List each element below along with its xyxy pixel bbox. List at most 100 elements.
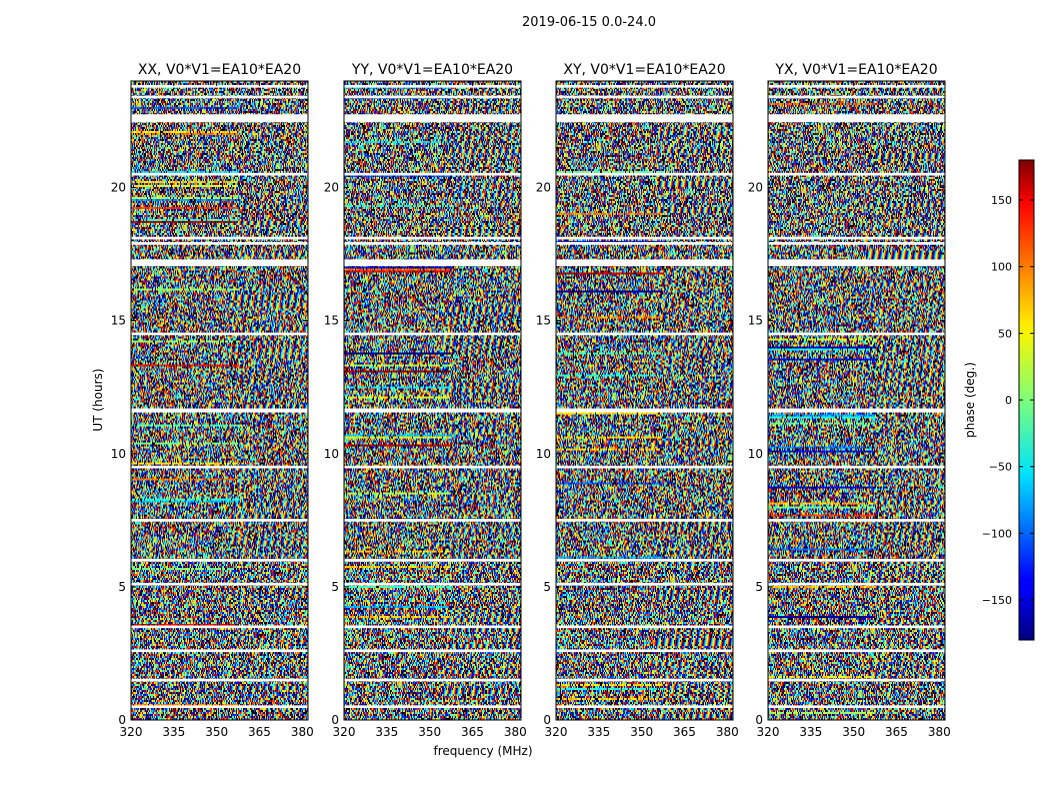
data-gap	[768, 408, 945, 413]
y-axis-label: UT (hours)	[91, 368, 105, 431]
phase-heatmap	[768, 81, 945, 720]
data-gap	[344, 518, 521, 522]
y-tick-label: 10	[536, 447, 551, 461]
x-tick-label: 320	[120, 725, 143, 739]
data-gap	[768, 242, 945, 245]
panel-title: XY, V0*V1=EA10*EA20	[563, 62, 725, 78]
data-gap	[344, 582, 521, 586]
y-tick-label: 5	[755, 580, 763, 594]
data-gap	[344, 95, 521, 99]
data-gap	[768, 236, 945, 240]
figure-suptitle: 2019-06-15 0.0-24.0	[522, 15, 656, 30]
data-gap	[556, 678, 733, 682]
colorbar-tick-label: −100	[982, 527, 1012, 540]
x-tick-label: 335	[375, 725, 398, 739]
data-gap	[131, 332, 308, 336]
data-gap	[344, 172, 521, 176]
colorbar-ticks: 150 100 50 0 −50 −100 −150	[982, 194, 1034, 607]
y-tick-label: 20	[111, 181, 126, 195]
x-tick-label: 380	[928, 725, 951, 739]
data-gap	[768, 518, 945, 522]
x-tick-label: 350	[842, 725, 865, 739]
data-gap	[556, 332, 733, 336]
y-tick-label: 10	[111, 447, 126, 461]
data-gap	[131, 518, 308, 522]
y-tick-label: 5	[118, 580, 126, 594]
data-gap	[344, 408, 521, 413]
data-gap	[344, 649, 521, 653]
panel-title: YX, V0*V1=EA10*EA20	[774, 62, 937, 78]
data-gap	[131, 649, 308, 653]
data-gap	[556, 518, 733, 522]
y-tick-label: 15	[536, 314, 551, 328]
data-gap	[131, 95, 308, 99]
data-gap	[344, 558, 521, 562]
x-tick-label: 380	[716, 725, 739, 739]
data-gap	[768, 582, 945, 586]
phase-heatmap	[556, 81, 733, 720]
axes-frame	[130, 80, 309, 721]
data-gap	[131, 408, 308, 413]
phase-heatmap	[344, 81, 521, 720]
colorbar-label: phase (deg.)	[963, 362, 977, 438]
y-tick-label: 5	[543, 580, 551, 594]
y-tick-label: 0	[755, 713, 763, 727]
data-gap	[344, 259, 521, 267]
data-gap	[131, 678, 308, 682]
data-gap	[768, 678, 945, 682]
data-gap	[556, 242, 733, 245]
colorbar-tick-label: 100	[991, 261, 1012, 274]
data-gap	[556, 465, 733, 469]
axes-frame	[343, 80, 522, 721]
y-tick-label: 0	[543, 713, 551, 727]
x-tick-label: 350	[630, 725, 653, 739]
data-gap	[131, 465, 308, 469]
data-gap	[768, 705, 945, 709]
panels: XX, V0*V1=EA10*EA20 320 335 350 365 380 0 5 10 15…	[111, 62, 951, 739]
data-gap	[556, 705, 733, 709]
data-gap	[344, 705, 521, 709]
colorbar-tick-label: 0	[1005, 394, 1012, 407]
x-tick-label: 335	[162, 725, 185, 739]
x-tick-label: 335	[587, 725, 610, 739]
data-gap	[768, 114, 945, 123]
x-tick-label: 335	[799, 725, 822, 739]
data-gap	[556, 582, 733, 586]
data-gap	[131, 172, 308, 176]
data-gap	[556, 259, 733, 267]
colorbar-tick-label: 50	[998, 327, 1012, 340]
x-axis-label: frequency (MHz)	[433, 744, 532, 758]
data-gap	[768, 332, 945, 336]
data-gap	[556, 114, 733, 123]
x-tick-label: 380	[291, 725, 314, 739]
colorbar: 150 100 50 0 −50 −100 −150 phase (deg.)	[963, 159, 1035, 641]
x-tick-label: 320	[333, 725, 356, 739]
x-tick-label: 365	[885, 725, 908, 739]
x-tick-label: 365	[248, 725, 271, 739]
data-gap	[344, 242, 521, 245]
data-gap	[344, 625, 521, 629]
panel-yx: YX, V0*V1=EA10*EA20 320 335 350 365 380 0 5 10 15…	[748, 62, 951, 739]
axes-frame	[767, 80, 946, 721]
axes-frame	[555, 80, 734, 721]
panel-yy: YY, V0*V1=EA10*EA20 320 335 350 365 380 0 5 10 15…	[324, 62, 527, 739]
data-gap	[131, 114, 308, 123]
data-gap	[556, 95, 733, 99]
phase-heatmap	[131, 81, 308, 720]
data-gap	[344, 236, 521, 240]
data-gap	[768, 95, 945, 99]
panel-xx: XX, V0*V1=EA10*EA20 320 335 350 365 380 0 5 10 15…	[111, 62, 314, 739]
data-gap	[556, 236, 733, 240]
panel-title: YY, V0*V1=EA10*EA20	[351, 62, 513, 78]
colorbar-tick-label: −50	[989, 461, 1012, 474]
data-gap	[344, 678, 521, 682]
y-tick-label: 15	[748, 314, 763, 328]
panel-title: XX, V0*V1=EA10*EA20	[138, 62, 301, 78]
y-tick-label: 20	[324, 181, 339, 195]
data-gap	[556, 408, 733, 413]
x-tick-label: 380	[504, 725, 527, 739]
y-tick-label: 10	[324, 447, 339, 461]
x-tick-label: 350	[205, 725, 228, 739]
y-tick-label: 15	[111, 314, 126, 328]
data-gap	[131, 236, 308, 240]
